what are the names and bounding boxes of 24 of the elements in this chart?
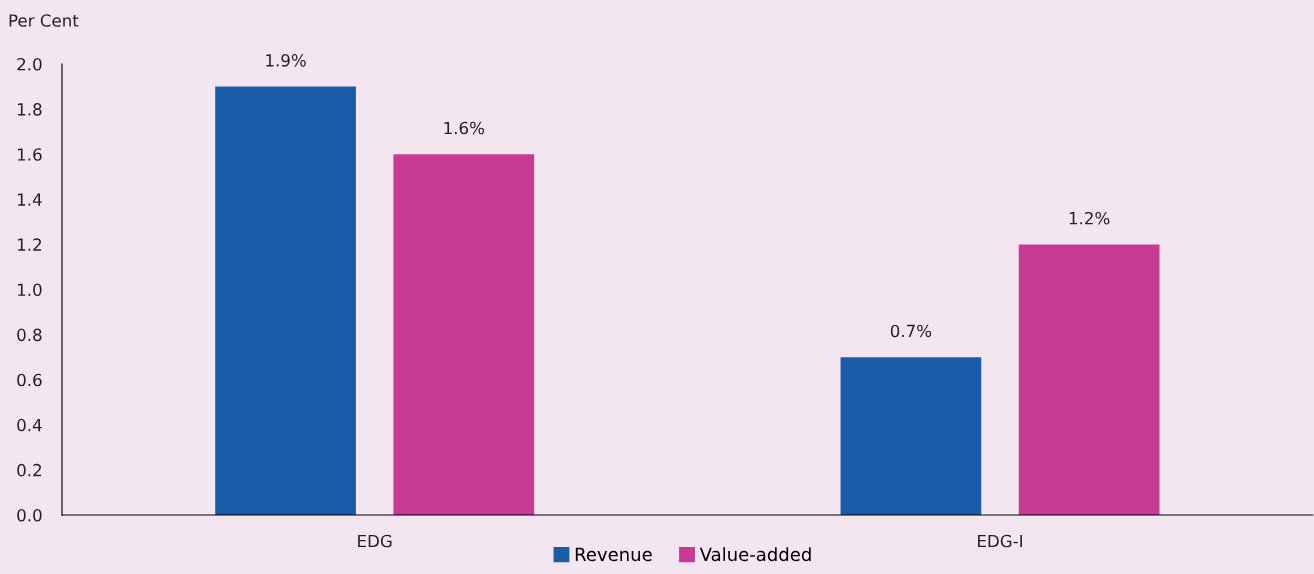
bar bbox=[215, 86, 356, 515]
legend-label: Value-added bbox=[699, 547, 811, 562]
y-tick-label: 1.4 bbox=[18, 193, 42, 206]
y-tick-label: 0.2 bbox=[17, 463, 41, 477]
x-tick-label: EDG-I bbox=[978, 534, 1022, 548]
bar bbox=[1018, 244, 1160, 515]
y-tick-label: 1.8 bbox=[18, 103, 42, 116]
data-label: 1.6% bbox=[444, 121, 485, 135]
data-label: 0.7% bbox=[890, 324, 932, 338]
y-tick-label: 1.6 bbox=[18, 148, 42, 161]
y-tick-label: 1.2 bbox=[18, 238, 41, 251]
data-label: 1.9% bbox=[266, 54, 306, 67]
y-tick-label: 0.4 bbox=[17, 418, 42, 432]
legend-label: Revenue bbox=[575, 547, 652, 562]
bar bbox=[393, 154, 535, 515]
y-tick-label: 0.6 bbox=[17, 373, 42, 387]
data-label: 1.2% bbox=[1069, 211, 1110, 225]
bar bbox=[840, 357, 982, 515]
x-tick-label: EDG bbox=[358, 534, 392, 548]
y-tick-label: 1.0 bbox=[18, 283, 42, 297]
y-tick-label: 0.8 bbox=[17, 328, 42, 342]
y-axis-title: Per Cent bbox=[9, 14, 79, 27]
y-tick-label: 2.0 bbox=[17, 57, 42, 71]
y-tick-label: 0.0 bbox=[17, 508, 42, 522]
